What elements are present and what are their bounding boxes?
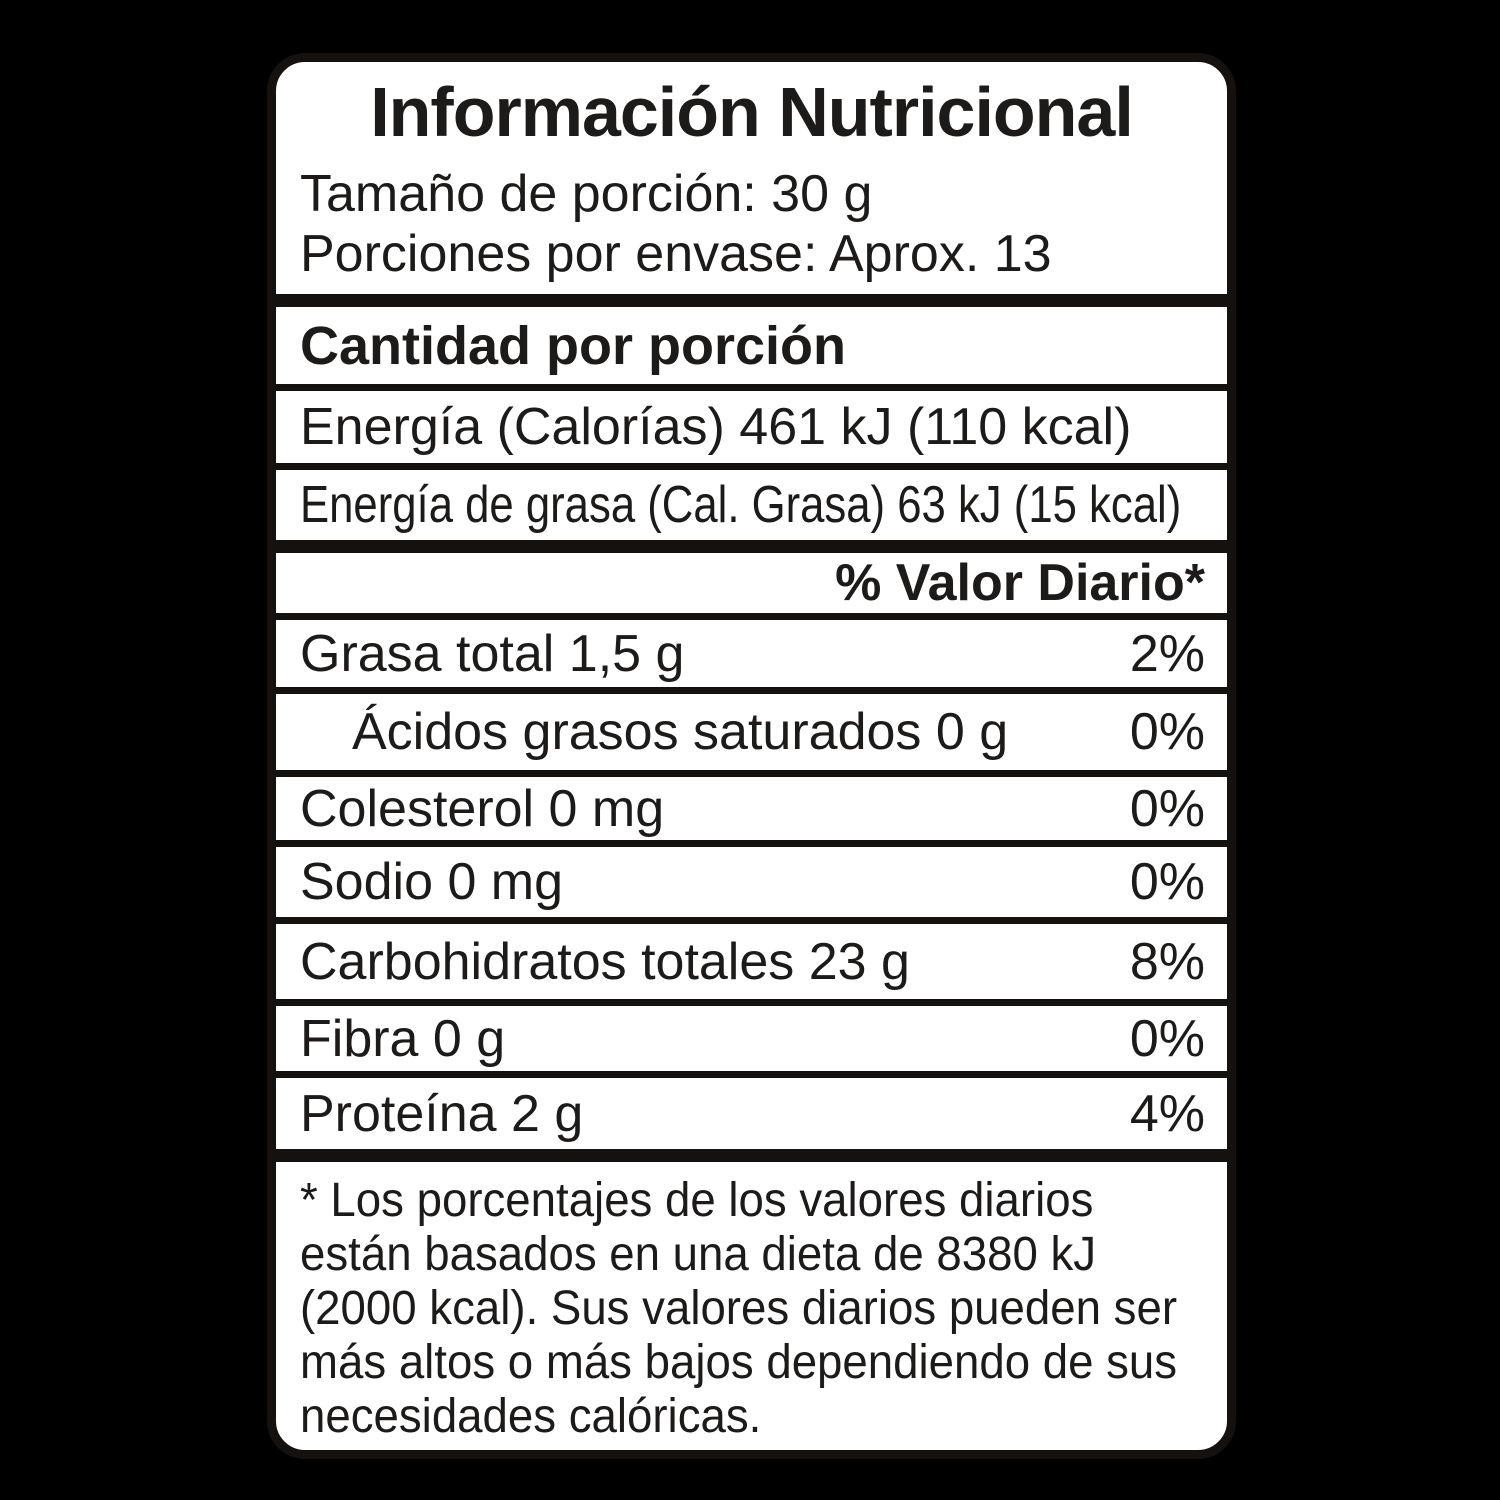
divider (276, 917, 1227, 924)
divider (276, 770, 1227, 777)
divider (276, 613, 1227, 620)
nutrient-row-sodium: Sodio 0 mg 0% (276, 847, 1227, 917)
nutrient-name: Carbohidratos totales 23 g (300, 932, 910, 991)
energy-row: Energía (Calorías) 461 kJ (110 kcal) (300, 398, 1132, 456)
daily-value-header: % Valor Diario* (835, 554, 1205, 612)
nutrient-name: Fibra 0 g (300, 1009, 506, 1068)
label-header: Información Nutricional Tamaño de porció… (276, 62, 1227, 294)
divider (276, 463, 1227, 470)
nutrient-name: Ácidos grasos saturados 0 g (352, 703, 1009, 761)
nutrition-label: Información Nutricional Tamaño de porció… (267, 53, 1236, 1459)
energy-fat-row: Energía de grasa (Cal. Grasa) 63 kJ (15 … (276, 470, 1227, 540)
nutrient-daily-value: 0% (1129, 1009, 1205, 1068)
divider (276, 540, 1227, 553)
nutrient-daily-value: 8% (1129, 932, 1205, 991)
nutrient-daily-value: 0% (1129, 853, 1205, 911)
divider (276, 1071, 1227, 1078)
footnote: * Los porcentajes de los valores diarios… (276, 1162, 1227, 1450)
divider (276, 384, 1227, 391)
nutrient-daily-value: 0% (1129, 779, 1205, 838)
nutrient-daily-value: 0% (1129, 703, 1205, 761)
divider (276, 687, 1227, 694)
nutrient-name: Proteína 2 g (300, 1084, 584, 1143)
label-title: Información Nutricional (370, 73, 1134, 151)
nutrient-row-fiber: Fibra 0 g 0% (276, 1006, 1227, 1071)
divider (276, 294, 1227, 307)
divider (276, 840, 1227, 847)
nutrient-row-protein: Proteína 2 g 4% (276, 1078, 1227, 1149)
nutrient-row-cholesterol: Colesterol 0 mg 0% (276, 777, 1227, 840)
servings-per-container: Porciones por envase: Aprox. 13 (300, 225, 1052, 283)
nutrient-row-total-fat: Grasa total 1,5 g 2% (276, 620, 1227, 687)
amount-per-serving-header: Cantidad por porción (300, 315, 846, 376)
nutrient-name: Grasa total 1,5 g (300, 624, 685, 683)
energy-fat-text: Energía de grasa (Cal. Grasa) 63 kJ (15 … (300, 476, 1182, 534)
footnote-text: * Los porcentajes de los valores diarios… (300, 1174, 1178, 1443)
serving-size: Tamaño de porción: 30 g (300, 165, 873, 223)
nutrient-name: Colesterol 0 mg (300, 779, 665, 838)
divider (276, 999, 1227, 1006)
nutrient-daily-value: 4% (1129, 1084, 1205, 1143)
nutrient-row-total-carbohydrate: Carbohidratos totales 23 g 8% (276, 924, 1227, 999)
nutrient-daily-value: 2% (1129, 624, 1205, 683)
divider (276, 1149, 1227, 1162)
nutrient-name: Sodio 0 mg (300, 853, 564, 911)
nutrient-row-saturated-fat: Ácidos grasos saturados 0 g 0% (276, 694, 1227, 770)
